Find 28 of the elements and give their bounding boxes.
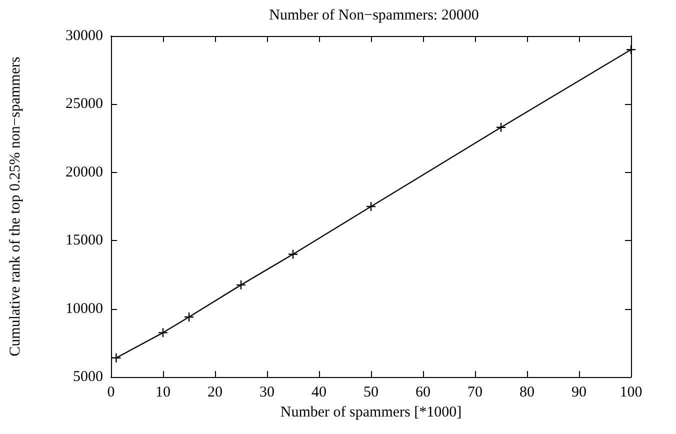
y-tick-label: 10000 <box>66 300 103 317</box>
x-tick-label: 70 <box>468 384 482 400</box>
point <box>236 280 246 290</box>
x-tick-label: 80 <box>520 384 534 400</box>
y-tick-label: 5000 <box>73 369 103 385</box>
y-axis-title: Cumulative rank of the top 0.25% non−spammers <box>8 56 24 356</box>
point <box>366 201 376 212</box>
y-tick-label: 30000 <box>66 28 103 44</box>
y-tick-label: 20000 <box>66 164 103 180</box>
point <box>626 44 636 55</box>
point <box>496 122 506 132</box>
x-tick-label: 90 <box>572 384 586 400</box>
x-axis-title: Number of spammers [*1000] <box>280 404 462 420</box>
point <box>184 312 194 322</box>
x-tick-label: 30 <box>260 384 274 400</box>
chart-title: Number of Non−spammers: 20000 <box>269 8 479 24</box>
x-tick-label: 10 <box>156 384 170 400</box>
x-tick-label: 50 <box>364 384 378 400</box>
y-tick-label: 15000 <box>66 232 103 249</box>
y-tick-label: 25000 <box>66 96 103 112</box>
point <box>288 249 298 260</box>
x-tick-label: 20 <box>208 384 222 400</box>
x-tick-label: 100 <box>620 384 642 400</box>
x-tick-label: 40 <box>312 384 326 400</box>
x-tick-label: 0 <box>107 384 115 400</box>
point <box>111 352 122 364</box>
point <box>158 328 168 338</box>
x-tick-label: 60 <box>416 384 430 400</box>
